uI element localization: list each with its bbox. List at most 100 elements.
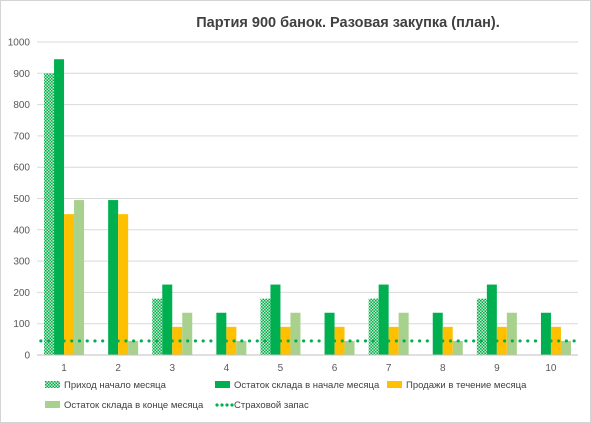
safety-stock-point: [387, 339, 391, 343]
safety-stock-point: [224, 339, 228, 343]
safety-stock-point: [340, 339, 344, 343]
bar: [44, 73, 55, 356]
safety-stock-point: [433, 339, 437, 343]
safety-stock-point: [132, 339, 136, 343]
legend-label: Остаток склада в начале месяца: [234, 380, 380, 391]
legend-swatch: [387, 381, 402, 388]
y-tick-label: 0: [24, 351, 30, 362]
safety-stock-point: [139, 339, 143, 343]
legend-swatch-safety-stock: [220, 403, 224, 407]
safety-stock-point: [541, 339, 545, 343]
x-tick-label: 7: [386, 363, 392, 374]
safety-stock-point: [247, 339, 252, 343]
safety-stock-point: [379, 339, 383, 343]
safety-stock-point: [510, 339, 514, 343]
safety-stock-point: [93, 339, 97, 343]
safety-stock-point: [402, 339, 406, 343]
safety-stock-point: [77, 339, 82, 343]
safety-stock-point: [46, 339, 51, 343]
safety-stock-point: [363, 339, 368, 343]
bar: [270, 284, 281, 355]
safety-stock-point: [170, 339, 174, 343]
x-tick-label: 5: [278, 363, 284, 374]
y-tick-label: 200: [13, 288, 30, 299]
safety-stock-point: [356, 339, 360, 343]
bar: [118, 214, 129, 355]
safety-stock-point: [549, 339, 553, 343]
bar: [236, 340, 247, 355]
safety-stock-point: [487, 339, 491, 343]
bar: [486, 284, 497, 355]
legend-label: Приход начало месяца: [64, 380, 167, 391]
safety-stock-point: [39, 339, 43, 343]
safety-stock-point: [325, 339, 329, 343]
safety-stock-point: [255, 339, 259, 343]
safety-stock-point: [147, 339, 151, 343]
safety-stock-point: [564, 339, 569, 343]
x-tick-label: 4: [224, 363, 230, 374]
legend-swatch-safety-stock: [215, 403, 219, 407]
bar: [162, 284, 173, 355]
safety-stock-point: [448, 339, 453, 343]
x-tick-label: 6: [332, 363, 338, 374]
bar: [74, 200, 85, 355]
bar: [378, 284, 389, 355]
safety-stock-point: [271, 339, 275, 343]
safety-stock-point: [178, 339, 182, 343]
y-tick-label: 1000: [8, 38, 31, 49]
y-axis-ticks: 0 100 200 300 400 500 600 700 800 900 1000: [8, 38, 31, 362]
bar: [152, 298, 163, 355]
y-tick-label: 100: [13, 319, 30, 330]
x-tick-label: 2: [115, 363, 121, 374]
bar: [172, 326, 183, 355]
safety-stock-point: [533, 339, 538, 343]
legend-label: Остаток склада в конце месяца: [64, 400, 204, 411]
safety-stock-point: [302, 339, 306, 343]
safety-stock-point: [162, 339, 167, 343]
x-tick-label: 8: [440, 363, 446, 374]
safety-stock-point: [124, 339, 128, 343]
safety-stock-point: [101, 339, 105, 343]
safety-stock-point: [417, 339, 422, 343]
safety-stock-point: [193, 339, 198, 343]
x-tick-label: 3: [169, 363, 175, 374]
safety-stock-point: [209, 339, 213, 343]
legend-label: Страховой запас: [234, 400, 309, 411]
y-tick-label: 500: [13, 194, 30, 205]
bar: [128, 340, 139, 355]
bar: [476, 298, 487, 355]
safety-stock-point: [518, 339, 522, 343]
safety-stock-point: [108, 339, 113, 343]
safety-stock-point: [526, 339, 530, 343]
safety-stock-point: [217, 339, 221, 343]
y-tick-label: 700: [13, 131, 30, 142]
legend: Приход начало месяца Остаток склада в нач…: [45, 380, 527, 411]
legend-swatch-safety-stock: [230, 403, 234, 407]
y-tick-label: 800: [13, 100, 30, 111]
safety-stock-point: [263, 339, 267, 343]
bar: [260, 298, 271, 355]
bar: [324, 312, 335, 355]
safety-stock-point: [502, 339, 507, 343]
bar: [388, 326, 399, 355]
legend-swatch: [215, 381, 230, 388]
legend-label: Продажи в течение месяца: [406, 380, 527, 391]
safety-stock-point: [371, 339, 375, 343]
safety-stock-point: [317, 339, 321, 343]
safety-stock-point: [186, 339, 190, 343]
safety-stock-point: [240, 339, 244, 343]
y-tick-label: 600: [13, 163, 30, 174]
bar: [182, 312, 193, 355]
safety-stock-point: [464, 339, 468, 343]
bar: [54, 59, 65, 356]
safety-stock-point: [425, 339, 429, 343]
bar: [496, 326, 507, 355]
bar: [344, 340, 355, 355]
safety-stock-point: [332, 339, 337, 343]
safety-stock-point: [85, 339, 89, 343]
safety-stock-point: [495, 339, 499, 343]
safety-stock-point: [54, 339, 58, 343]
bar: [216, 312, 227, 355]
bar: [560, 340, 571, 355]
bar: [290, 312, 301, 355]
